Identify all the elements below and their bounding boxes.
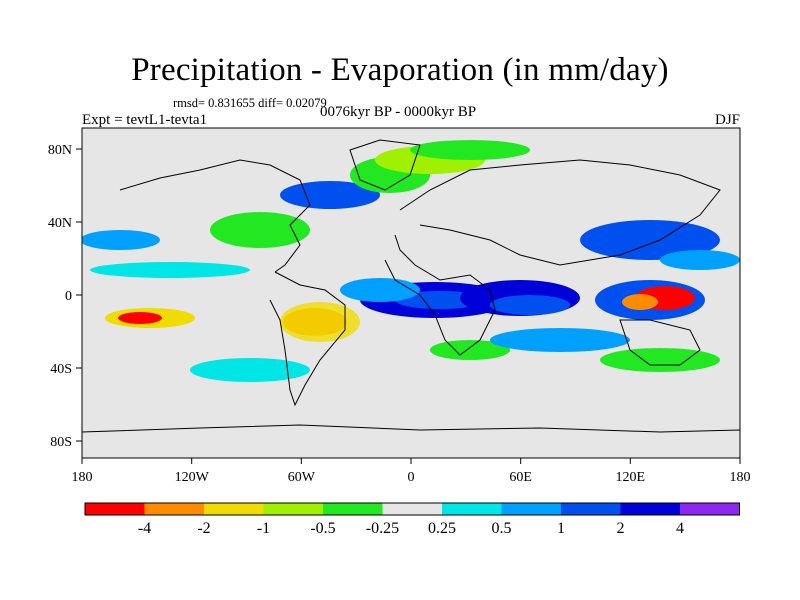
colorbar-label-8: 2 (617, 520, 625, 537)
colorbar-segment-5 (382, 503, 442, 515)
colorbar-label-6: 0.5 (492, 520, 512, 537)
lat-label-80S: 80S (50, 435, 72, 450)
colorbar-segment-8 (561, 503, 621, 515)
southern-pacific-green (600, 348, 720, 372)
antarctica-coast (82, 424, 740, 433)
indian-ocean-core (490, 295, 570, 315)
africa-coast (384, 234, 496, 356)
lat-label-0: 0 (65, 289, 72, 304)
colorbar-label-3: -0.5 (310, 520, 335, 537)
north-america-green (210, 212, 310, 248)
precip-blobs (82, 140, 740, 382)
lon-label-60E: 60E (509, 470, 532, 485)
colorbar-label-1: -2 (197, 520, 210, 537)
map-plot-area (81, 127, 741, 459)
colorbar-label-4: -0.25 (366, 520, 399, 537)
coastlines (82, 139, 740, 433)
period-text: 0076kyr BP - 0000kyr BP (320, 104, 477, 120)
colorbar-label-5: 0.25 (428, 520, 456, 537)
colorbar-segment-7 (501, 503, 561, 515)
lon-label-120W: 120W (175, 470, 210, 485)
colorbar-label-7: 1 (557, 520, 565, 537)
lon-label-180e: 180 (730, 470, 751, 485)
colorbar-segment-4 (323, 503, 383, 515)
colorbar-segment-2 (204, 503, 264, 515)
north-atlantic-blue (280, 181, 380, 209)
colorbar-label-2: -1 (257, 520, 270, 537)
south-indian-blue (490, 328, 630, 352)
latitude-axis: 80N 40N 0 40S 80S (48, 143, 82, 450)
lon-label-180w: 180 (72, 470, 93, 485)
south-pacific-cyan (190, 358, 310, 382)
colorbar-segment-0 (85, 503, 145, 515)
south-america-coast (269, 271, 346, 407)
colorbar-segment-6 (442, 503, 502, 515)
arctic-green (410, 140, 530, 160)
colorbar-segment-1 (144, 503, 204, 515)
northwest-pacific-blue (580, 220, 720, 260)
colorbar-segment-3 (263, 503, 323, 515)
lon-label-60W: 60W (288, 470, 316, 485)
colorbar-frame (84, 502, 740, 516)
north-pacific-blue (82, 230, 160, 250)
lon-label-120E: 120E (616, 470, 646, 485)
lat-label-80N: 80N (48, 143, 72, 158)
stats-text: rmsd= 0.831655 diff= 0.02079 (173, 96, 327, 110)
eurasia-coast (399, 159, 721, 266)
lat-label-40S: 40S (50, 362, 72, 377)
west-pacific-dry-edge (622, 294, 658, 310)
precip-field (82, 139, 740, 433)
chart-title: Precipitation - Evaporation (in mm/day) (131, 52, 669, 88)
greenland-coast (349, 139, 421, 191)
longitude-axis: 180 120W 60W 0 60E 120E 180 (72, 458, 751, 485)
north-pacific-cyan (90, 262, 250, 278)
experiment-text: Expt = tevtL1-tevta1 (82, 112, 208, 128)
colorbar-label-0: -4 (138, 520, 151, 537)
central-pacific-light-blue (660, 250, 740, 270)
colorbar-label-9: 4 (676, 520, 684, 537)
south-pacific-red (118, 312, 162, 324)
north-america-coast (119, 159, 311, 273)
south-america-dry-halo (280, 302, 360, 342)
season-text: DJF (714, 112, 740, 128)
lon-label-0: 0 (408, 470, 415, 485)
equatorial-atlantic-band (340, 278, 420, 302)
colorbar-segment-10 (680, 503, 740, 515)
australia-coast (619, 319, 701, 366)
colorbar-segment-9 (620, 503, 680, 515)
colorbar: -4 -2 -1 -0.5 -0.25 0.25 0.5 1 2 4 (84, 502, 740, 537)
lat-label-40N: 40N (48, 216, 72, 231)
